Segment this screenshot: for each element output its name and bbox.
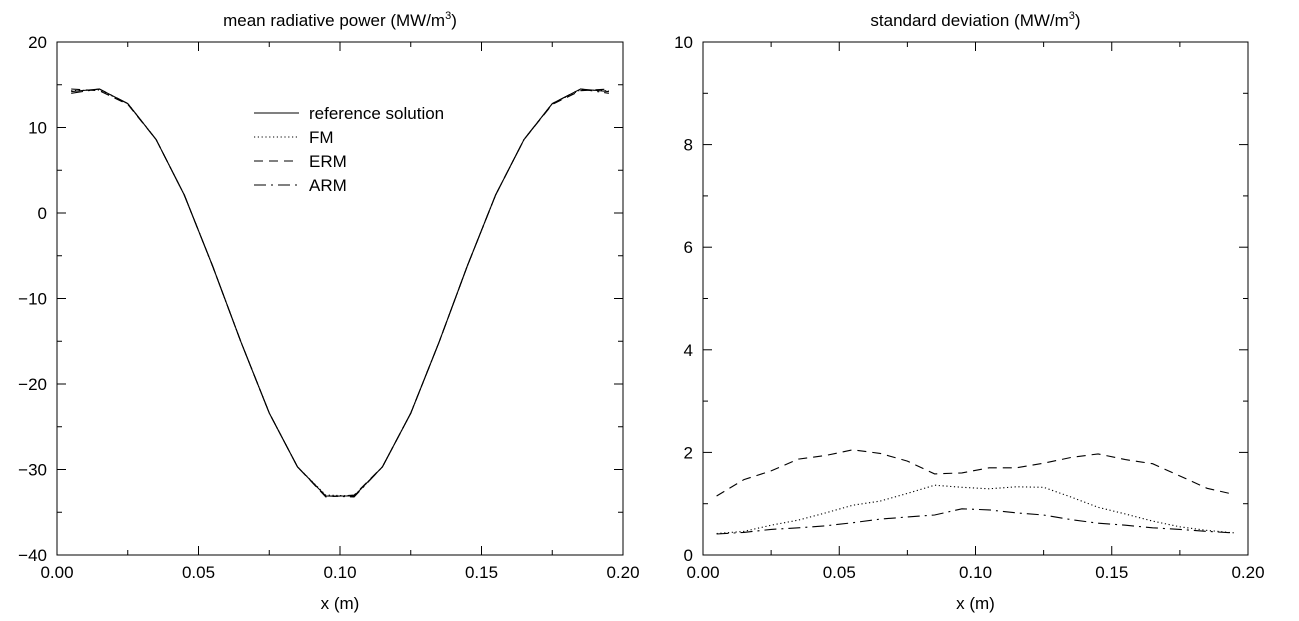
legend-label: FM [309,128,334,147]
x-axis-label: x (m) [321,594,360,613]
y-tick-label: 10 [28,119,47,138]
series-line-dashed [71,88,609,498]
x-tick-label: 0.10 [323,563,356,582]
chart-title-text: standard deviation (MW/m [870,11,1068,30]
plot-frame [702,41,1249,556]
chart-title-superscript: 3 [445,10,451,22]
x-tick-label: 0.20 [606,563,639,582]
series-line-dotted [71,89,609,497]
y-tick-label: −20 [18,375,47,394]
x-tick-label: 0.20 [1231,563,1264,582]
chart-title-superscript: 3 [1069,10,1075,22]
x-tick-label: 0.10 [959,563,992,582]
y-tick-label: 4 [684,341,693,360]
y-tick-label: 10 [674,33,693,52]
x-tick-label: 0.00 [686,563,719,582]
chart-title-suffix: ) [1075,11,1081,30]
chart-title-text: mean radiative power (MW/m [223,11,445,30]
left-chart-mean-radiative-power: mean radiative power (MW/m3) 0.00 0.05 0.10… [18,10,639,613]
y-tick-label: 8 [684,136,693,155]
y-tick-label: 20 [28,33,47,52]
legend-label: reference solution [309,104,444,123]
y-tick-label: 2 [684,443,693,462]
x-axis-label: x (m) [956,594,995,613]
x-tick-label: 0.05 [823,563,856,582]
series-line-dashed [716,449,1235,497]
y-tick-label: −10 [18,290,47,309]
series-line-solid [71,88,609,497]
series-line-dashdot [71,88,609,498]
y-tick-label: 6 [684,238,693,257]
y-tick-label: −30 [18,461,47,480]
y-tick-label: −40 [18,546,47,565]
y-tick-label: 0 [684,546,693,565]
right-chart-standard-deviation: standard deviation (MW/m3) 0.00 0.05 0.10 0.… [674,10,1264,613]
series-line-dotted [716,484,1235,535]
y-tick-label: 0 [38,204,47,223]
legend-label: ARM [309,176,347,195]
chart-title: standard deviation (MW/m3) [870,10,1080,30]
chart-title-suffix: ) [451,11,457,30]
x-tick-label: 0.00 [40,563,73,582]
x-tick-label: 0.15 [465,563,498,582]
series-line-dashdot [716,508,1235,535]
legend-label: ERM [309,152,347,171]
chart-title: mean radiative power (MW/m3) [223,10,457,30]
x-tick-label: 0.05 [182,563,215,582]
x-tick-label: 0.15 [1095,563,1128,582]
